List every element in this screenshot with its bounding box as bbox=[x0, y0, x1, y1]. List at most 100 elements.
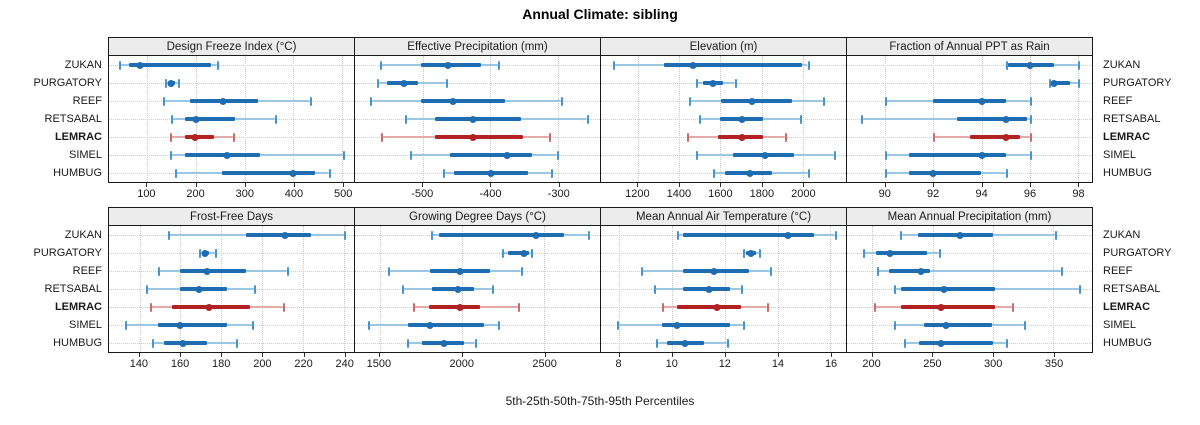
site-label-right: RETSABAL bbox=[1103, 113, 1161, 125]
percentile-row-zukan bbox=[847, 226, 1092, 244]
iqr-bar bbox=[918, 233, 994, 237]
axis-tick bbox=[803, 183, 805, 187]
median-dot bbox=[176, 321, 184, 329]
whisker-cap-low bbox=[894, 320, 897, 330]
iqr-bar bbox=[431, 287, 474, 291]
iqr-bar bbox=[429, 305, 481, 309]
row-guide bbox=[847, 65, 1092, 66]
whisker-cap-high bbox=[178, 78, 181, 88]
iqr-bar bbox=[184, 135, 215, 139]
percentile-row-simel bbox=[847, 146, 1092, 164]
panel-strip-title: Fraction of Annual PPT as Rain bbox=[889, 40, 1050, 53]
axis-tick bbox=[303, 353, 305, 357]
row-guide bbox=[847, 83, 1092, 84]
whisker-cap-low bbox=[743, 248, 746, 258]
percentile-row-zukan bbox=[355, 226, 600, 244]
axis-tick bbox=[720, 183, 722, 187]
site-label-left: HUMBUG bbox=[53, 337, 102, 349]
iqr-bar bbox=[245, 233, 312, 237]
median-dot bbox=[710, 267, 718, 275]
percentile-row-zukan bbox=[109, 56, 354, 74]
percentile-row-zukan bbox=[109, 226, 354, 244]
panel-body bbox=[600, 55, 847, 183]
whisker-cap-high bbox=[1006, 338, 1009, 348]
axis-tick-label: 1600 bbox=[708, 188, 733, 200]
whisker-cap-high bbox=[938, 248, 941, 258]
site-label-left: SIMEL bbox=[68, 319, 102, 331]
percentile-row-purgatory bbox=[601, 244, 846, 262]
panel-axis: 1500 2000 2500 bbox=[354, 353, 601, 375]
panel-body bbox=[846, 55, 1093, 183]
axis-tick bbox=[262, 353, 264, 357]
whisker-cap-high bbox=[520, 266, 523, 276]
panel-body bbox=[354, 55, 601, 183]
axis-tick-label: 500 bbox=[334, 188, 353, 200]
axis-tick-label: 300 bbox=[984, 358, 1003, 370]
whisker-cap-low bbox=[900, 230, 903, 240]
median-dot bbox=[978, 97, 985, 105]
iqr-bar bbox=[721, 99, 793, 103]
percentile-row-retsabal bbox=[355, 280, 600, 298]
iqr-bar bbox=[664, 63, 803, 67]
median-dot bbox=[179, 339, 186, 347]
whisker-cap-high bbox=[1029, 132, 1032, 142]
whisker-cap-low bbox=[894, 284, 897, 294]
whisker-cap-low bbox=[640, 266, 643, 276]
median-dot bbox=[520, 249, 528, 257]
whisker-cap-low bbox=[168, 230, 171, 240]
axis-tick bbox=[993, 353, 995, 357]
whisker-cap-high bbox=[1054, 230, 1057, 240]
percentile-row-lemrac bbox=[355, 298, 600, 316]
axis-tick-label: 140 bbox=[129, 358, 149, 370]
whisker-cap-low bbox=[861, 114, 864, 124]
percentile-row-reef bbox=[109, 262, 354, 280]
whisker-cap-high bbox=[835, 230, 838, 240]
median-dot bbox=[219, 97, 227, 105]
axis-tick-label: 98 bbox=[1072, 188, 1085, 200]
iqr-bar bbox=[875, 251, 927, 255]
median-dot bbox=[937, 303, 945, 311]
percentile-row-reef bbox=[109, 92, 354, 110]
whisker-cap-low bbox=[885, 168, 888, 178]
percentile-row-retsabal bbox=[847, 280, 1092, 298]
whisker-cap-high bbox=[343, 150, 346, 160]
iqr-bar bbox=[439, 233, 565, 237]
whisker-cap-low bbox=[125, 320, 128, 330]
median-dot bbox=[709, 79, 717, 87]
whisker-cap-low bbox=[431, 230, 434, 240]
axis-tick bbox=[761, 183, 763, 187]
whisker-cap-high bbox=[1077, 60, 1080, 70]
site-label-left: HUMBUG bbox=[53, 167, 102, 179]
iqr-bar bbox=[221, 171, 315, 175]
panel-strip: Growing Degree Days (°C) bbox=[354, 207, 601, 226]
axis-tick-label: 200 bbox=[862, 358, 881, 370]
median-dot bbox=[689, 61, 697, 69]
row-guide bbox=[847, 253, 1092, 254]
panel-body bbox=[108, 225, 355, 353]
axis-tick-label: 240 bbox=[335, 358, 354, 370]
percentile-row-lemrac bbox=[847, 128, 1092, 146]
whisker-cap-low bbox=[933, 132, 936, 142]
site-label-left: RETSABAL bbox=[44, 113, 102, 125]
whisker-cap-low bbox=[862, 248, 865, 258]
median-dot bbox=[289, 169, 297, 177]
median-dot bbox=[738, 133, 746, 141]
chart-title: Annual Climate: sibling bbox=[522, 6, 678, 22]
whisker-cap-low bbox=[677, 230, 680, 240]
median-dot bbox=[681, 339, 689, 347]
panel-strip-title: Effective Precipitation (mm) bbox=[407, 40, 548, 53]
site-label-left: REEF bbox=[72, 265, 102, 277]
panel-axis: 1200 1400 1600 1800 2000 bbox=[600, 183, 847, 205]
percentile-row-purgatory bbox=[109, 244, 354, 262]
median-dot bbox=[444, 61, 452, 69]
row-guide bbox=[355, 343, 600, 344]
iqr-bar bbox=[434, 135, 523, 139]
axis-tick bbox=[724, 353, 726, 357]
whisker-cap-low bbox=[158, 266, 160, 276]
whisker-cap-low bbox=[885, 150, 888, 160]
axis-tick bbox=[544, 353, 546, 357]
whisker-cap-low bbox=[613, 60, 616, 70]
axis-tick bbox=[1030, 183, 1032, 187]
percentile-row-purgatory bbox=[109, 74, 354, 92]
median-dot bbox=[469, 133, 477, 141]
